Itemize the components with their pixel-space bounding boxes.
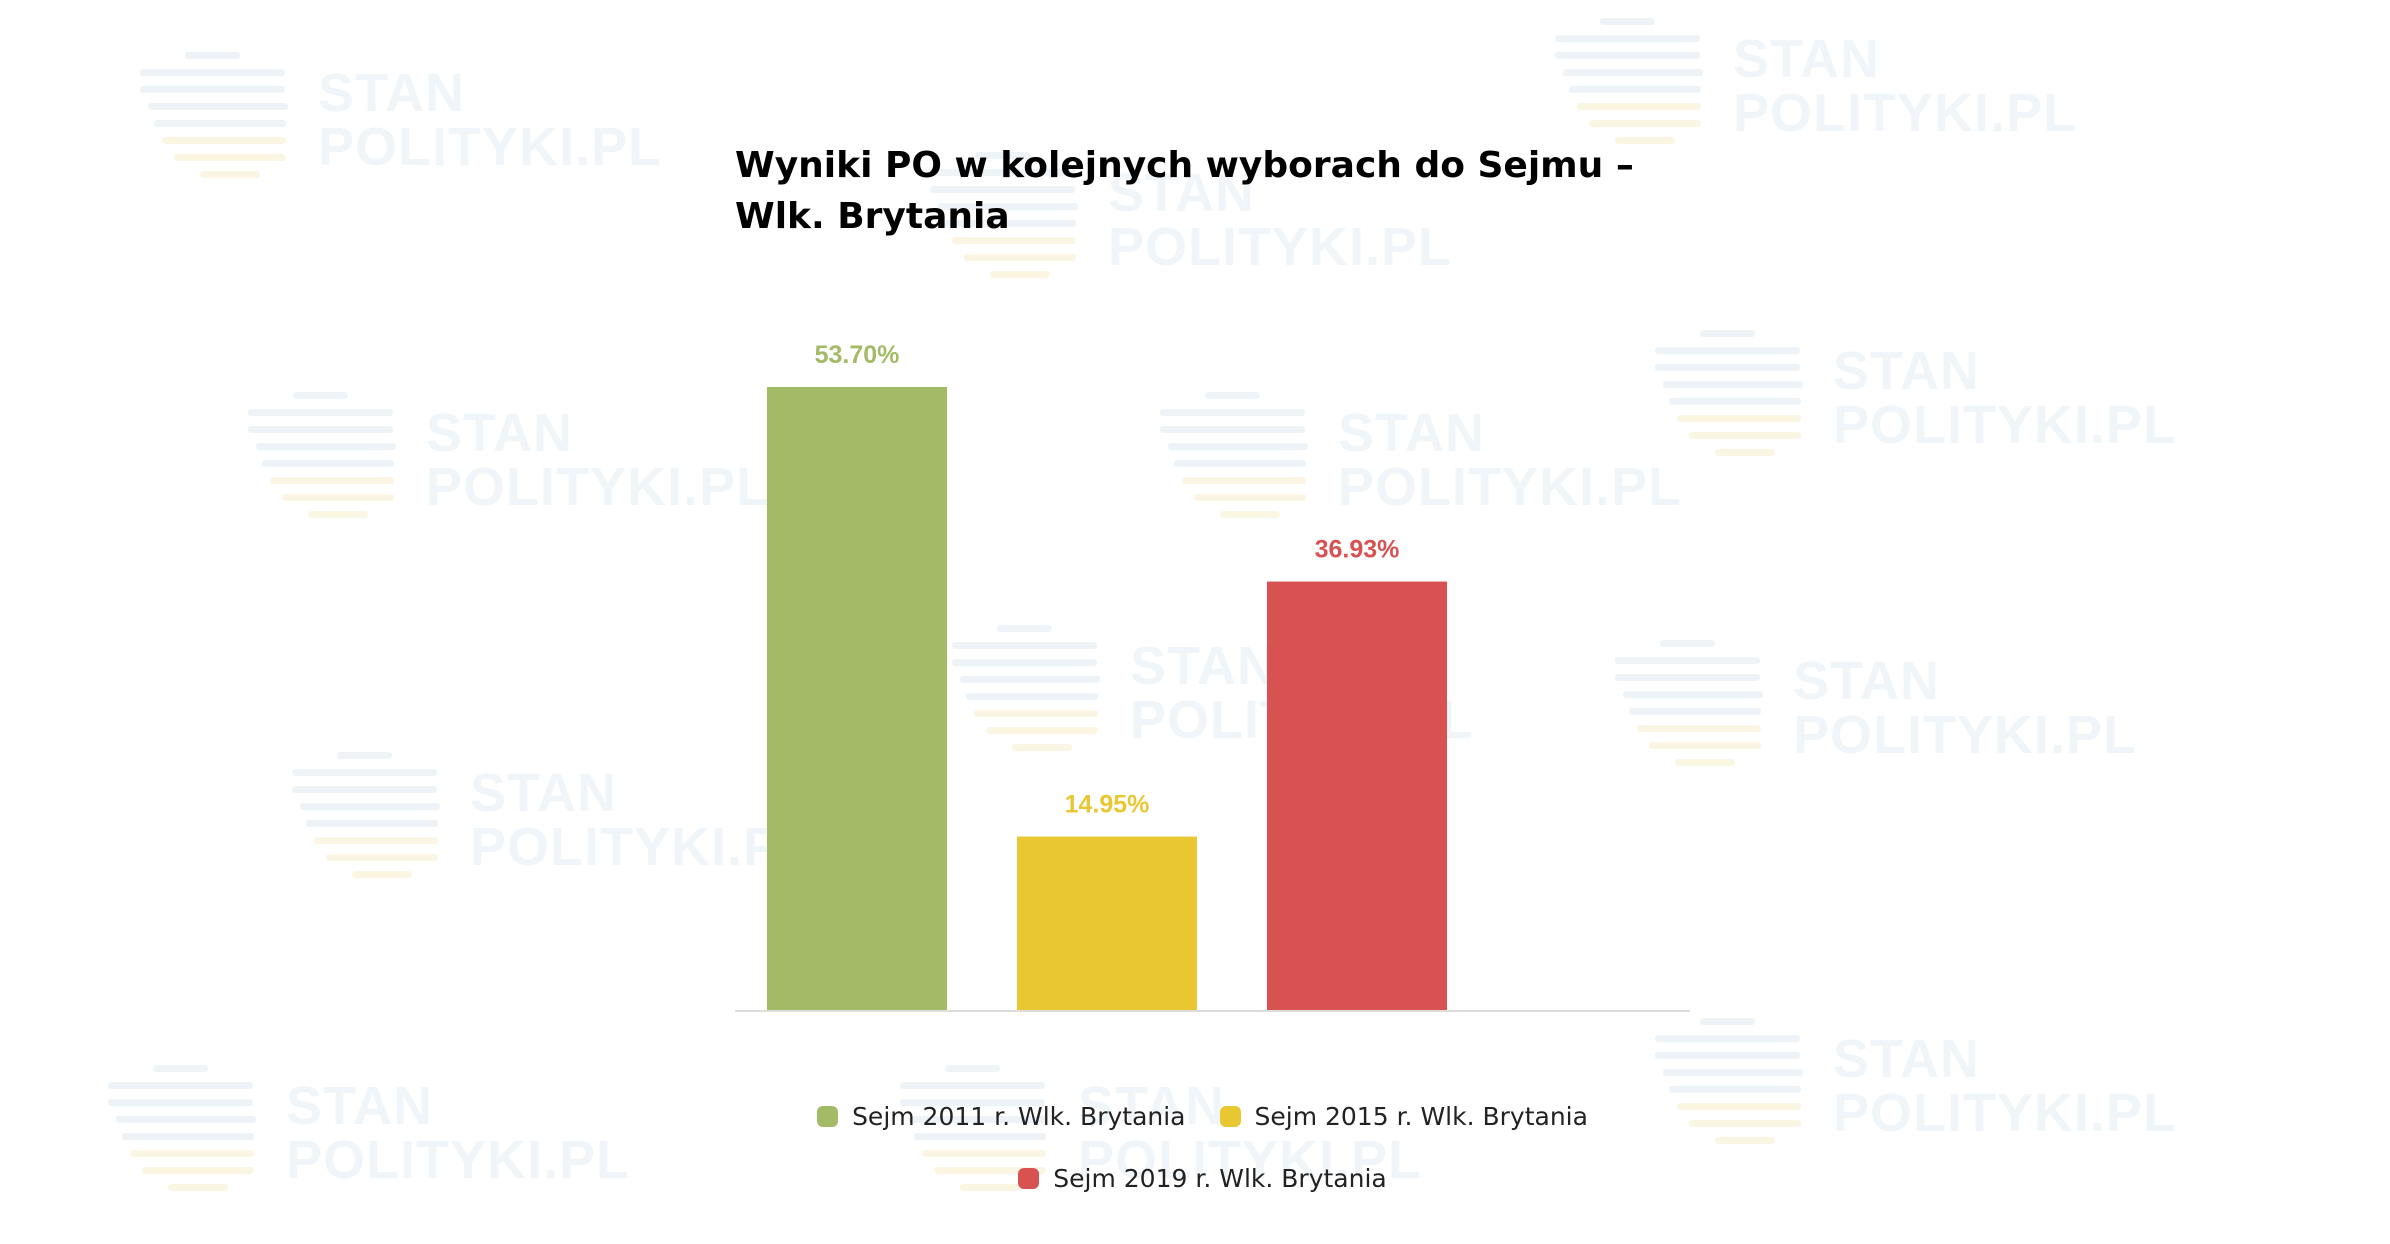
watermark-lines-icon bbox=[900, 1065, 1050, 1215]
legend-swatch bbox=[1219, 1105, 1241, 1127]
watermark-lines-icon bbox=[1160, 392, 1310, 542]
legend-swatch bbox=[817, 1105, 839, 1127]
watermark-lines-icon bbox=[952, 625, 1102, 775]
chart-title: Wyniki PO w kolejnych wyborach do Sejmu … bbox=[735, 145, 1634, 237]
legend-item[interactable]: Sejm 2015 r. Wlk. Brytania bbox=[1219, 1101, 1588, 1131]
watermark-lines-icon bbox=[292, 752, 442, 902]
chart-legend: Sejm 2011 r. Wlk. Brytania Sejm 2015 r. W… bbox=[735, 1085, 1670, 1209]
data-label-2: 14.95% bbox=[1065, 791, 1150, 819]
legend-item[interactable]: Sejm 2011 r. Wlk. Brytania bbox=[817, 1101, 1186, 1131]
bar-2 bbox=[1017, 836, 1197, 1010]
watermark-lines-icon bbox=[930, 152, 1080, 302]
legend-row: Sejm 2019 r. Wlk. Brytania bbox=[735, 1147, 1670, 1209]
legend-swatch bbox=[1018, 1167, 1040, 1189]
data-label-3: 36.93% bbox=[1315, 536, 1400, 564]
legend-label: Sejm 2019 r. Wlk. Brytania bbox=[1053, 1163, 1387, 1193]
watermark-lines-icon bbox=[1655, 330, 1805, 480]
watermark-lines-icon bbox=[108, 1065, 258, 1215]
data-label-1: 53.70% bbox=[815, 341, 900, 369]
legend-row: Sejm 2011 r. Wlk. Brytania Sejm 2015 r. W… bbox=[735, 1085, 1670, 1147]
bar-1 bbox=[767, 387, 947, 1010]
watermark-lines-icon bbox=[1615, 640, 1765, 790]
watermark-lines-icon bbox=[140, 52, 290, 202]
watermark-lines-icon bbox=[248, 392, 398, 542]
watermark-lines-icon bbox=[1655, 1018, 1805, 1168]
legend-item[interactable]: Sejm 2019 r. Wlk. Brytania bbox=[1018, 1163, 1387, 1193]
legend-label: Sejm 2011 r. Wlk. Brytania bbox=[852, 1101, 1186, 1131]
bar-3 bbox=[1267, 581, 1447, 1010]
watermark-lines-icon bbox=[1555, 18, 1705, 168]
legend-label: Sejm 2015 r. Wlk. Brytania bbox=[1254, 1101, 1588, 1131]
